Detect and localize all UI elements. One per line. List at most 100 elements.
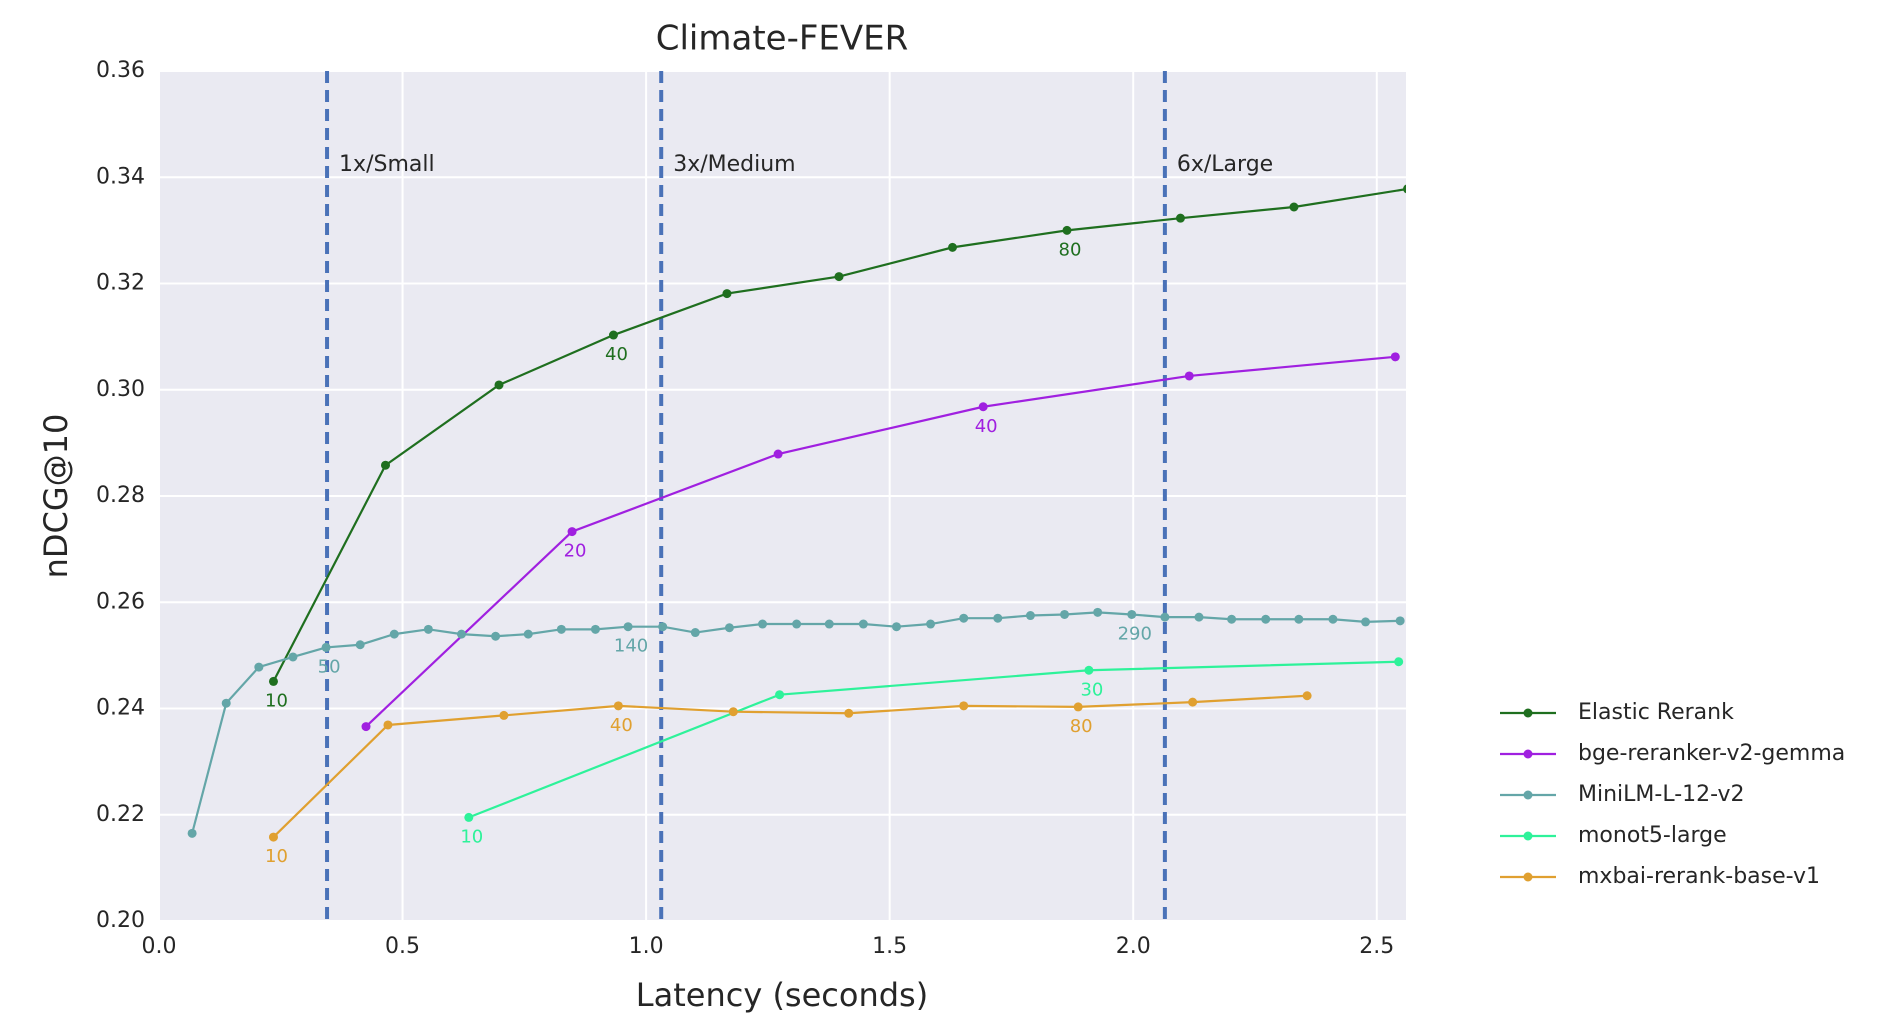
series-line [468,660,1399,819]
data-point [891,622,901,632]
data-point [268,676,278,686]
point-label: 10 [265,846,288,867]
point-label: 10 [265,690,288,711]
data-point [494,380,504,390]
data-point [844,708,854,718]
x-tick-label: 0.5 [385,934,420,959]
data-point [1127,609,1137,619]
data-point [1084,665,1094,675]
data-point [728,707,738,717]
data-point [389,629,399,639]
data-point [1328,614,1338,624]
point-label: 10 [460,826,483,847]
data-point [567,527,577,537]
point-label: 290 [1118,623,1152,644]
y-tick-label: 0.34 [96,164,145,189]
data-point [523,629,533,639]
data-point [1402,184,1406,194]
x-axis-label: Latency (seconds) [636,976,928,1014]
data-point [1395,616,1405,626]
data-point [556,624,566,634]
data-point [959,701,969,711]
legend-marker [1523,872,1533,882]
point-label: 40 [605,344,628,365]
y-tick-label: 0.32 [96,271,145,296]
data-point [499,710,509,720]
data-point [834,272,844,282]
data-point [1294,614,1304,624]
series-line [365,355,1396,728]
data-point [590,624,600,634]
point-label: 80 [1059,239,1082,260]
data-point [658,622,668,632]
data-point [926,619,936,629]
point-label: 140 [614,636,648,657]
legend-label: Elastic Rerank [1578,700,1734,725]
data-point [978,402,988,412]
point-label: 50 [318,656,341,677]
data-point [1175,213,1185,223]
data-point [1261,614,1271,624]
data-point [1025,611,1035,621]
data-point [456,629,466,639]
data-point [381,460,391,470]
data-point [464,812,474,822]
data-point [321,642,331,652]
y-tick-label: 0.24 [96,696,145,721]
data-point [268,832,278,842]
data-point [1188,697,1198,707]
point-label: 30 [1080,679,1103,700]
legend-label: bge-reranker-v2-gemma [1578,741,1845,766]
point-label: 80 [1070,716,1093,737]
series-line [272,694,1308,838]
data-point [1302,691,1312,701]
data-point [773,449,783,459]
data-point [613,701,623,711]
data-point [187,828,197,838]
data-point [1394,657,1404,667]
legend-marker [1523,708,1533,718]
data-point [1184,371,1194,381]
data-point [775,690,785,700]
x-tick-label: 2.0 [1116,934,1151,959]
reference-label: 3x/Medium [673,152,795,177]
plot-lines [187,71,1406,921]
data-point [1361,617,1371,627]
x-tick-label: 2.5 [1359,934,1394,959]
data-point [1093,607,1103,617]
data-point [690,628,700,638]
data-point [1062,225,1072,235]
y-axis-label: nDCG@10 [37,414,75,579]
data-point [491,631,501,641]
data-point [824,619,834,629]
y-tick-label: 0.30 [96,377,145,402]
legend-marker [1523,749,1533,759]
data-point [355,640,365,650]
data-point [1390,352,1400,362]
reference-label: 1x/Small [339,152,435,177]
point-label: 20 [564,541,587,562]
y-tick-label: 0.28 [96,483,145,508]
data-point [1060,609,1070,619]
legend-label: mxbai-rerank-base-v1 [1578,864,1820,889]
data-point [724,623,734,633]
data-point [1160,612,1170,622]
data-point [423,624,433,634]
data-point [993,613,1003,623]
data-point [254,662,264,672]
x-tick-label: 1.5 [872,934,907,959]
chart-title: Climate-FEVER [656,19,909,59]
y-tick-label: 0.26 [96,589,145,614]
x-tick-label: 1.0 [629,934,664,959]
data-point [1194,612,1204,622]
y-tick-label: 0.36 [96,58,145,83]
data-point [361,722,371,732]
data-point [221,698,231,708]
reference-label: 6x/Large [1177,152,1273,177]
data-point [948,242,958,252]
y-tick-label: 0.22 [96,802,145,827]
legend-label: MiniLM-L-12-v2 [1578,782,1745,807]
data-point [1227,614,1237,624]
data-point [1289,202,1299,212]
data-point [959,613,969,623]
